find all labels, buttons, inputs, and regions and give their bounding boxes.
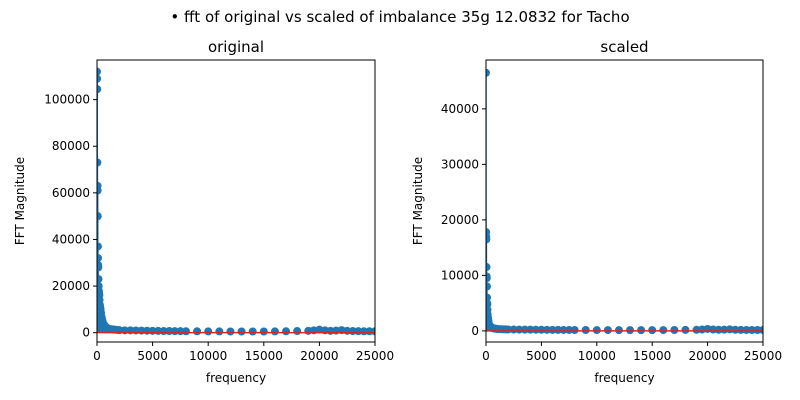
- data-point: [565, 325, 574, 334]
- data-point: [97, 186, 102, 195]
- x-tick-label: 20000: [300, 349, 338, 363]
- data-point: [659, 326, 668, 335]
- data-point: [97, 74, 102, 83]
- x-tick-label: 20000: [689, 349, 727, 363]
- data-point: [486, 68, 490, 77]
- data-point: [293, 327, 302, 336]
- data-point: [747, 326, 756, 335]
- data-point: [548, 325, 557, 334]
- y-tick-label: 40000: [52, 232, 90, 246]
- data-point: [215, 327, 224, 336]
- data-point: [237, 327, 246, 336]
- data-point: [486, 235, 491, 244]
- data-point: [648, 326, 657, 335]
- subplot-scaled: 0 5000 10000 15000 20000 25000 0 10000 20000 3000…: [411, 38, 782, 385]
- data-point: [559, 325, 568, 334]
- y-tick-label: 100000: [44, 93, 90, 107]
- y-tick-label: 10000: [441, 268, 479, 282]
- x-tick-label: 25000: [744, 349, 782, 363]
- x-tick-label: 15000: [245, 349, 283, 363]
- data-point: [681, 325, 690, 334]
- x-tick-label: 5000: [526, 349, 557, 363]
- x-tick-label: 0: [482, 349, 490, 363]
- data-point: [526, 325, 535, 334]
- x-tick-label: 5000: [137, 349, 168, 363]
- data-point: [531, 325, 540, 334]
- data-point: [97, 242, 102, 251]
- data-point: [270, 327, 279, 336]
- plot-area: [486, 68, 763, 335]
- data-point: [97, 85, 102, 94]
- y-tick-label: 0: [471, 324, 479, 338]
- subplot-original: 0 5000 10000 15000 20000 25000 0 20000 40000 6000…: [13, 38, 394, 385]
- data-point: [486, 282, 491, 291]
- y-axis-label: FFT Magnitude: [13, 157, 27, 245]
- data-point: [226, 327, 235, 336]
- data-point: [282, 327, 291, 336]
- data-point: [97, 275, 103, 284]
- y-tick-label: 60000: [52, 186, 90, 200]
- data-point: [626, 326, 635, 335]
- data-point: [259, 327, 268, 336]
- y-tick-label: 20000: [52, 279, 90, 293]
- y-tick-label: 40000: [441, 102, 479, 116]
- x-tick-label: 10000: [189, 349, 227, 363]
- data-point: [554, 325, 563, 334]
- subplot-title: scaled: [600, 38, 648, 56]
- data-point: [181, 327, 190, 336]
- data-point: [592, 326, 601, 335]
- data-point: [753, 326, 762, 335]
- y-tick-label: 0: [82, 326, 90, 340]
- data-point: [486, 274, 491, 283]
- axes-frame: [96, 59, 376, 343]
- data-point: [542, 325, 551, 334]
- data-point: [637, 326, 646, 335]
- data-point: [97, 254, 103, 263]
- data-point: [486, 263, 491, 272]
- subplot-title: original: [208, 38, 264, 56]
- data-point: [193, 327, 202, 336]
- data-point: [731, 325, 740, 334]
- x-axis-label: frequency: [594, 371, 654, 385]
- data-point: [97, 212, 102, 221]
- data-point: [670, 326, 679, 335]
- y-tick-label: 30000: [441, 157, 479, 171]
- data-point: [248, 327, 257, 336]
- data-point: [97, 158, 102, 167]
- subplots: 0 5000 10000 15000 20000 25000 0 20000 40000 6000…: [13, 38, 782, 385]
- data-point: [736, 325, 745, 334]
- x-tick-label: 25000: [356, 349, 394, 363]
- figure-suptitle: • fft of original vs scaled of imbalance…: [170, 8, 629, 26]
- data-point: [570, 326, 579, 335]
- axes-frame: [485, 59, 764, 343]
- data-point: [742, 325, 751, 334]
- y-tick-label: 20000: [441, 213, 479, 227]
- data-point: [204, 327, 213, 336]
- y-tick-label: 80000: [52, 139, 90, 153]
- data-point: [714, 325, 723, 334]
- data-point: [759, 326, 763, 335]
- plot-area: [97, 67, 375, 336]
- x-axis-label: frequency: [206, 371, 266, 385]
- data-point: [537, 325, 546, 334]
- x-tick-label: 10000: [578, 349, 616, 363]
- data-point: [614, 326, 623, 335]
- x-tick-label: 15000: [633, 349, 671, 363]
- data-point: [97, 67, 101, 76]
- data-point: [581, 326, 590, 335]
- x-tick-label: 0: [93, 349, 101, 363]
- data-point: [97, 263, 103, 272]
- y-axis-label: FFT Magnitude: [411, 157, 425, 245]
- data-point: [603, 326, 612, 335]
